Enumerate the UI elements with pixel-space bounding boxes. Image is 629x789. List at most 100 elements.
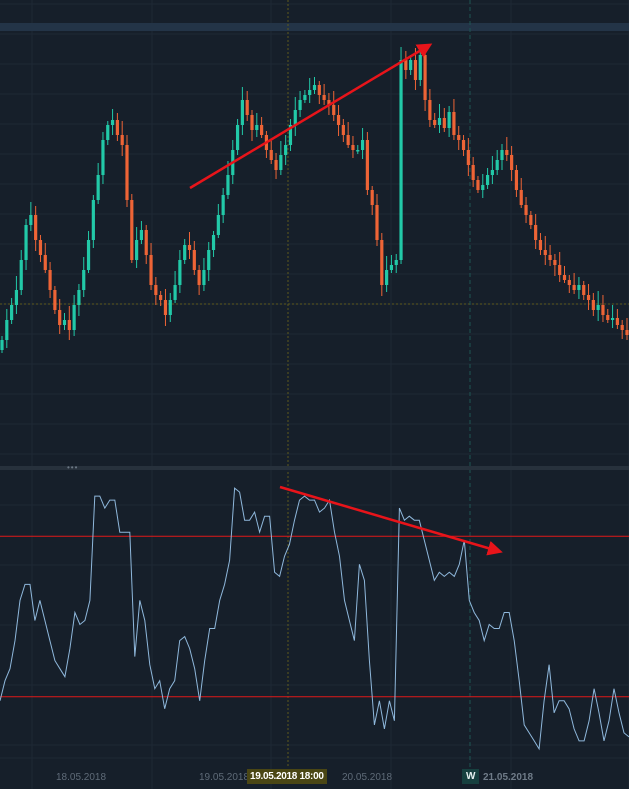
pane-resize-handle-icon[interactable]: ••• (67, 463, 79, 472)
candle-down (591, 300, 595, 310)
candle-up (135, 240, 139, 260)
candle-down (48, 270, 52, 290)
candle-up (490, 170, 494, 175)
candle-up (221, 195, 225, 215)
candle-up (173, 285, 177, 300)
candle-up (29, 215, 33, 225)
pane-separator[interactable] (0, 466, 629, 470)
candle-down (38, 240, 43, 255)
oscillator-line (0, 487, 629, 751)
candle-down (466, 150, 470, 165)
candle-down (67, 320, 71, 330)
candle-down (423, 55, 427, 100)
candle-up (356, 150, 360, 152)
candle-up (360, 140, 365, 150)
candle-up (0, 340, 4, 350)
candle-up (178, 260, 182, 285)
candle-down (620, 325, 624, 330)
candle-down (120, 135, 124, 145)
candle-down (553, 260, 557, 265)
candle-up (279, 155, 283, 170)
candle-down (404, 60, 408, 70)
candle-down (538, 240, 543, 250)
candle-down (457, 135, 461, 140)
candle-down (413, 60, 418, 80)
candle-up (62, 320, 67, 325)
candle-up (183, 245, 187, 260)
candle-down (322, 95, 326, 100)
candle-up (394, 260, 398, 265)
candle-down (524, 205, 528, 215)
candle-down (562, 275, 567, 280)
candle-down (442, 118, 446, 128)
candle-down (336, 115, 341, 125)
candle-down (519, 190, 523, 205)
candle-up (293, 110, 297, 125)
candle-up (10, 305, 14, 320)
candle-down (260, 125, 264, 135)
candle-up (19, 260, 23, 290)
week-badge[interactable]: W (462, 769, 480, 784)
candle-down (433, 120, 437, 125)
candle-up (481, 185, 485, 190)
candle-up (211, 235, 216, 250)
x-tick-label: 20.05.2018 (342, 772, 393, 783)
candle-up (72, 305, 76, 330)
candle-up (399, 60, 403, 260)
candle-down (274, 160, 278, 170)
candle-up (303, 95, 307, 100)
candle-down (346, 135, 350, 145)
candle-down (163, 300, 168, 315)
candle-down (543, 250, 547, 255)
candle-down (154, 285, 158, 295)
candle-up (284, 145, 288, 155)
candle-down (476, 180, 480, 190)
candle-up (77, 290, 81, 305)
crosshair-time-label: 19.05.2018 18:00 (247, 769, 327, 784)
candle-up (202, 270, 206, 285)
candle-up (389, 265, 394, 270)
candle-up (409, 60, 413, 70)
candle-down (341, 125, 345, 135)
candle-up (207, 250, 211, 270)
candle-up (437, 118, 442, 125)
candle-up (235, 125, 240, 150)
candle-down (53, 290, 57, 310)
candle-down (332, 105, 336, 115)
candle-down (149, 255, 153, 285)
candle-down (43, 255, 47, 270)
candle-up (610, 318, 615, 320)
candle-down (192, 250, 196, 270)
candle-down (245, 100, 249, 115)
candle-up (110, 120, 115, 125)
candle-down (159, 295, 163, 300)
candle-up (106, 125, 110, 140)
candle-up (288, 125, 293, 145)
candle-down (428, 100, 432, 120)
candle-down (125, 145, 129, 200)
candle-up (385, 270, 389, 285)
candle-down (250, 115, 254, 130)
candle-up (139, 230, 144, 240)
candle-down (534, 225, 538, 240)
candle-down (514, 170, 519, 190)
candle-down (327, 100, 331, 105)
candle-down (471, 165, 475, 180)
candle-down (615, 318, 619, 325)
candle-up (312, 85, 317, 90)
candle-down (365, 140, 369, 190)
candle-down (452, 112, 456, 135)
candle-down (510, 155, 514, 170)
candle-down (269, 150, 273, 160)
candle-down (572, 285, 576, 290)
candle-up (298, 100, 302, 110)
candle-down (115, 120, 119, 135)
candle-up (5, 320, 9, 340)
candle-down (144, 230, 148, 255)
candle-down (370, 190, 374, 205)
candle-down (375, 205, 379, 240)
candle-up (96, 175, 100, 200)
x-tick-label: 19.05.2018 (199, 772, 250, 783)
